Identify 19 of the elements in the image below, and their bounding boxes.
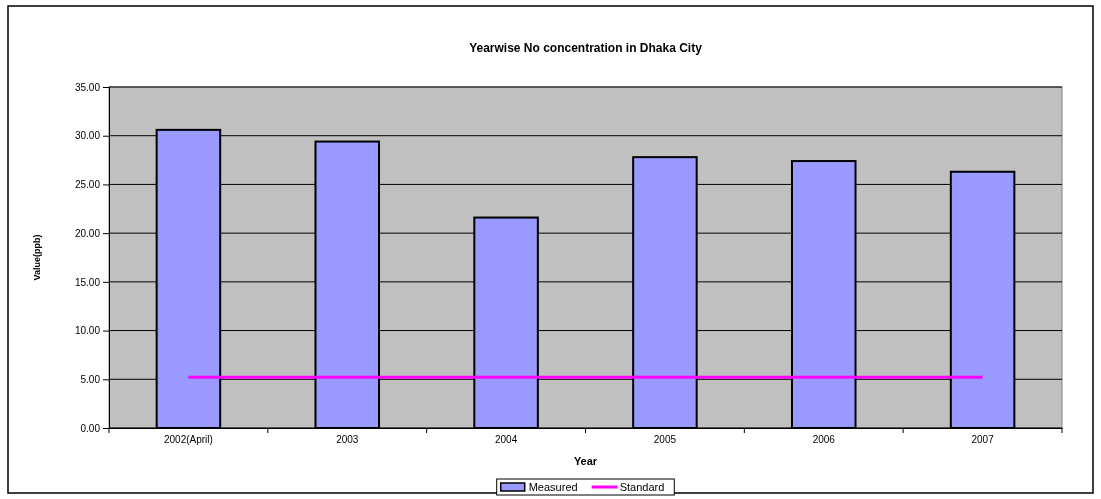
x-tick-label: 2006 — [812, 434, 836, 445]
y-tick-label: 10.00 — [74, 325, 101, 337]
y-tick-label: 5.00 — [80, 373, 101, 385]
legend-label: Measured — [528, 481, 578, 493]
y-tick-label: 15.00 — [74, 276, 101, 288]
x-tick-label: 2004 — [494, 434, 518, 445]
x-tick-label: 2003 — [336, 434, 359, 445]
chart-title: Yearwise No concentration in Dhaka City — [469, 41, 703, 55]
x-tick-label: 2007 — [971, 434, 995, 445]
x-axis-title: Year — [573, 455, 598, 467]
x-tick-label: 2005 — [653, 434, 677, 445]
y-axis-title: Value(ppb) — [32, 234, 42, 281]
y-tick-label: 0.00 — [80, 422, 101, 434]
y-tick-label: 25.00 — [74, 179, 101, 191]
y-tick-label: 30.00 — [74, 130, 101, 142]
x-tick-label: 2002(April) — [163, 434, 213, 445]
legend-label: Standard — [619, 481, 665, 493]
y-tick-label: 20.00 — [74, 227, 101, 239]
y-tick-label: 35.00 — [74, 81, 101, 93]
